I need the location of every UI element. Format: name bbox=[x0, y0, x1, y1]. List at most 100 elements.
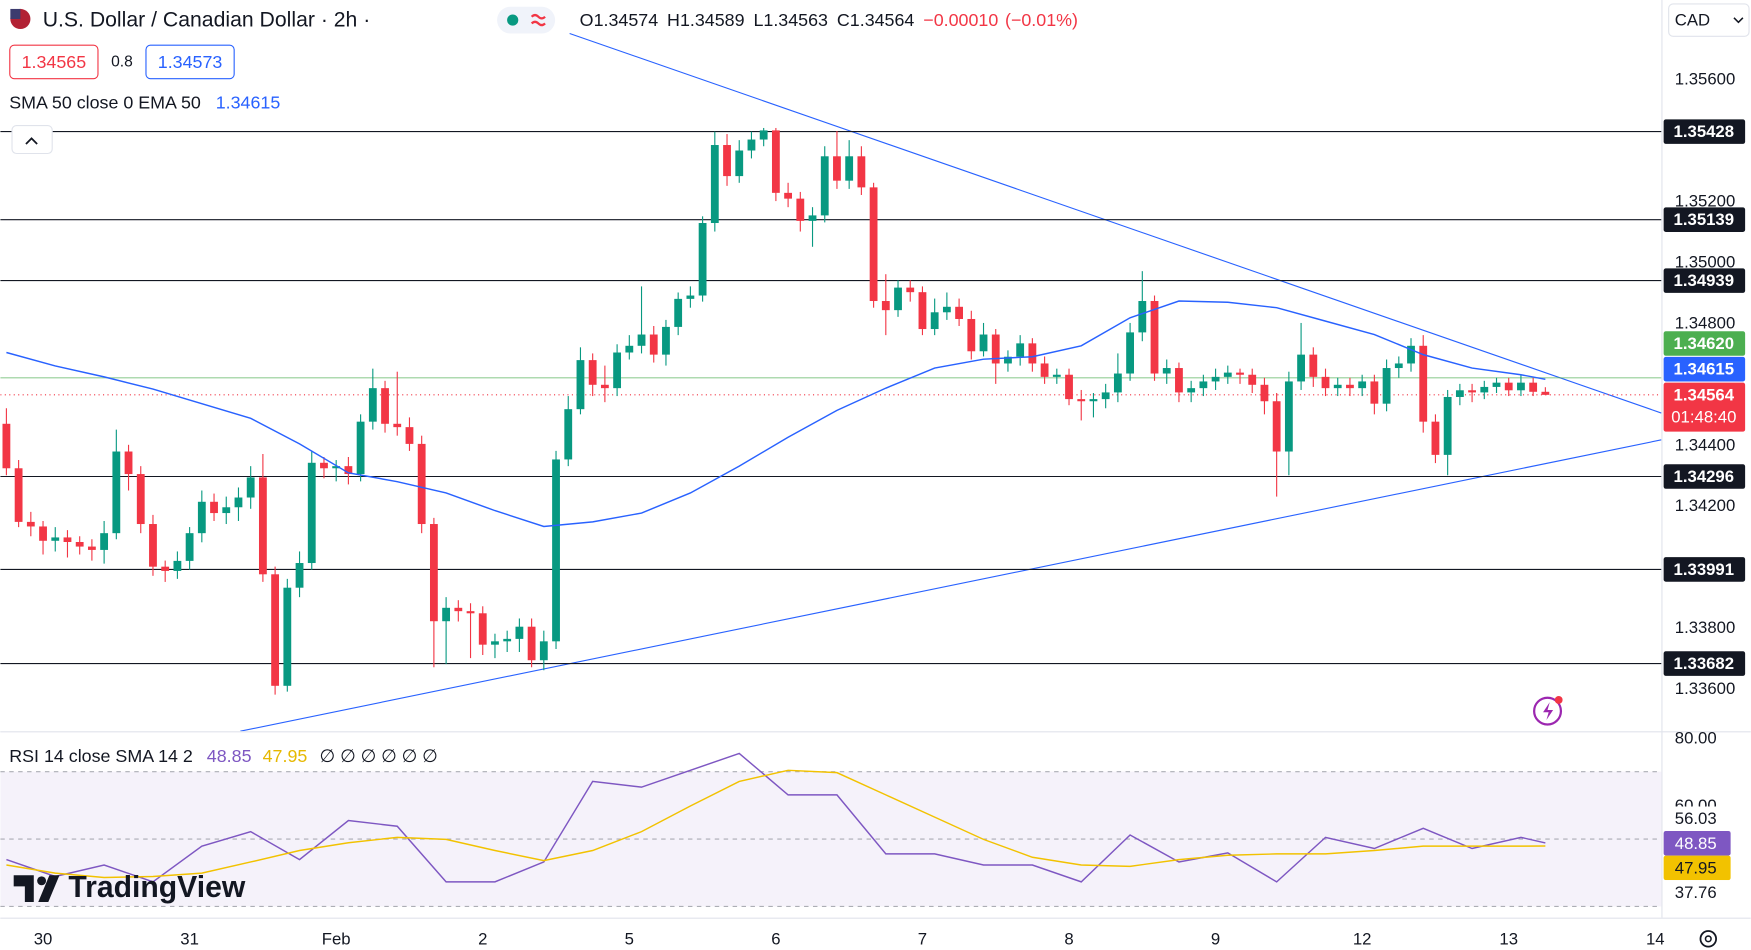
candle-body bbox=[710, 145, 719, 224]
ema-price-label: 1.34615 bbox=[1674, 360, 1735, 379]
candle-body bbox=[930, 312, 939, 330]
alert-icon bbox=[1543, 702, 1554, 721]
candle-body bbox=[1101, 392, 1110, 400]
level-label-box bbox=[1663, 207, 1746, 232]
trend-line[interactable] bbox=[240, 439, 1662, 732]
rsi-label-box bbox=[1663, 880, 1731, 905]
rsi-sma-value: 47.95 bbox=[263, 746, 308, 766]
candle-body bbox=[173, 560, 182, 571]
candle-body bbox=[149, 524, 157, 567]
candle-body bbox=[100, 533, 109, 550]
rsi-label: 37.76 bbox=[1675, 883, 1717, 902]
candle-body bbox=[698, 223, 707, 296]
logo-text[interactable]: TradingView bbox=[68, 871, 245, 904]
level-label: 1.34939 bbox=[1674, 271, 1735, 290]
price-pane bbox=[0, 32, 1662, 732]
trend-line[interactable] bbox=[569, 32, 1662, 414]
candle-body bbox=[845, 156, 854, 181]
settings-icon bbox=[1704, 935, 1712, 943]
y-tick-label: 1.35200 bbox=[1675, 192, 1736, 211]
change: −0.00010 bbox=[923, 10, 998, 30]
candle-body bbox=[429, 524, 438, 622]
indicator-value: 1.34615 bbox=[216, 93, 281, 113]
candle-body bbox=[503, 638, 512, 642]
candle-body bbox=[197, 501, 206, 534]
settings-icon[interactable] bbox=[1699, 930, 1717, 948]
candle-body bbox=[625, 345, 634, 353]
candle-body bbox=[466, 611, 475, 614]
candle-body bbox=[552, 459, 560, 642]
candle-body bbox=[1394, 363, 1403, 369]
candle-body bbox=[991, 334, 1000, 364]
candle-body bbox=[63, 537, 72, 543]
candle-body bbox=[1248, 374, 1257, 385]
change-pct: (−0.01%) bbox=[1005, 10, 1078, 30]
data-status bbox=[530, 13, 546, 27]
alert-badge bbox=[1554, 696, 1563, 704]
candle-body bbox=[185, 533, 194, 561]
rsi-label-box bbox=[1663, 806, 1731, 832]
candle-body bbox=[747, 139, 756, 151]
candle-body bbox=[1309, 354, 1318, 377]
y-tick-label: 1.35600 bbox=[1675, 70, 1736, 89]
candle-body bbox=[588, 360, 597, 385]
last-price-label: 1.34564 bbox=[1674, 385, 1735, 404]
y-tick-label: 1.33600 bbox=[1675, 679, 1736, 698]
candle-body bbox=[1175, 368, 1183, 393]
candle-body bbox=[332, 466, 341, 469]
status-pill[interactable] bbox=[497, 6, 556, 34]
candle-body bbox=[1431, 421, 1440, 455]
x-tick-label: 8 bbox=[1064, 929, 1073, 948]
candle-body bbox=[1297, 354, 1305, 382]
candle-body bbox=[2, 423, 11, 469]
candle-body bbox=[283, 587, 292, 686]
candle-body bbox=[417, 443, 426, 525]
candle-body bbox=[246, 477, 255, 498]
level-label: 1.33682 bbox=[1674, 654, 1735, 673]
candle-body bbox=[1236, 372, 1244, 375]
rsi-legend[interactable]: RSI 14 close SMA 14 2 bbox=[9, 746, 193, 766]
axes: 1.35600 1.35200 1.35000 1.34800 1.34400 1.342… bbox=[34, 70, 1746, 948]
candle-body bbox=[796, 198, 805, 221]
candle-body bbox=[967, 318, 976, 352]
indicator-legend[interactable]: SMA 50 close 0 EMA 50 bbox=[9, 93, 201, 113]
candle-body bbox=[258, 477, 267, 575]
candle-body bbox=[1358, 381, 1367, 389]
alert-icon[interactable] bbox=[1533, 696, 1563, 726]
candle-body bbox=[356, 421, 365, 475]
candle-body bbox=[1492, 382, 1501, 387]
level-label: 1.35139 bbox=[1674, 210, 1735, 229]
logo-mark bbox=[38, 875, 60, 902]
level-label-box bbox=[1663, 464, 1746, 489]
candle-body bbox=[1529, 382, 1538, 392]
candle-body bbox=[1028, 343, 1037, 364]
candle-body bbox=[771, 130, 780, 193]
candle-body bbox=[918, 292, 927, 330]
buy-button[interactable] bbox=[145, 44, 235, 80]
currency-select[interactable] bbox=[1668, 3, 1750, 37]
candle-body bbox=[1077, 399, 1086, 402]
candle-body bbox=[1040, 363, 1049, 377]
candle-body bbox=[381, 388, 389, 424]
candle-body bbox=[26, 521, 35, 527]
x-tick-label: 6 bbox=[771, 929, 780, 948]
candle-body bbox=[210, 501, 218, 514]
candle-body bbox=[1284, 381, 1293, 452]
candle-body bbox=[51, 537, 60, 541]
rsi-line bbox=[6, 769, 1546, 879]
candle-body bbox=[820, 156, 829, 216]
symbol-title[interactable]: U.S. Dollar / Canadian Dollar · 2h · bbox=[43, 9, 371, 32]
y-tick-label: 1.33800 bbox=[1675, 618, 1736, 637]
candle-body bbox=[124, 451, 133, 475]
candle-body bbox=[955, 306, 964, 319]
candle-body bbox=[1346, 384, 1354, 389]
y-tick-label: 1.34800 bbox=[1675, 313, 1736, 332]
x-tick-label: 13 bbox=[1499, 929, 1518, 948]
candle-body bbox=[894, 287, 902, 311]
candle-body bbox=[112, 451, 121, 534]
rsi-label: 47.95 bbox=[1675, 858, 1717, 877]
candle-body bbox=[344, 466, 353, 475]
sell-button[interactable] bbox=[9, 44, 99, 80]
candle-body bbox=[1419, 345, 1428, 422]
